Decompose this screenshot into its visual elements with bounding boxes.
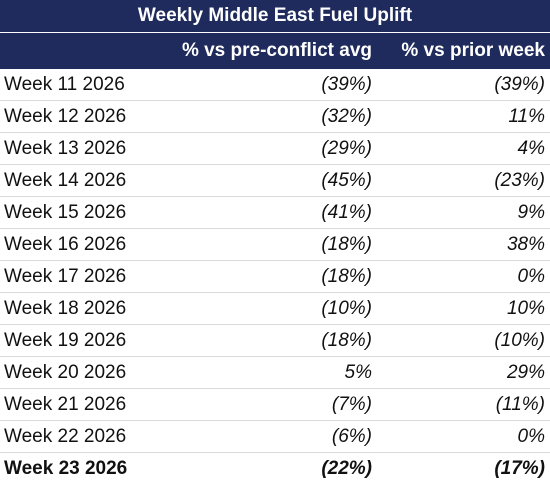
- table-row: Week 16 2026 (18%) 38%: [0, 229, 550, 261]
- table-row: Week 22 2026 (6%) 0%: [0, 421, 550, 453]
- value-cell: (39%): [494, 73, 545, 95]
- value-cell: (7%): [331, 393, 372, 415]
- table-row: Week 19 2026 (18%) (10%): [0, 325, 550, 357]
- table-row: Week 12 2026 (32%) 11%: [0, 101, 550, 133]
- row-label: Week 14 2026: [4, 169, 127, 191]
- table-row: Week 14 2026 (45%) (23%): [0, 165, 550, 197]
- row-label: Week 18 2026: [4, 297, 127, 319]
- value-cell: (22%): [321, 457, 372, 479]
- value-cell: (29%): [321, 137, 372, 159]
- value-cell: (11%): [495, 393, 545, 415]
- table-row: Week 13 2026 (29%) 4%: [0, 133, 550, 165]
- table-row: Week 20 2026 5% 29%: [0, 357, 550, 389]
- table-row: Week 15 2026 (41%) 9%: [0, 197, 550, 229]
- value-cell: 38%: [506, 233, 545, 255]
- table-body: Week 11 2026 (39%) (39%) Week 12 2026 (32%) 1…: [0, 69, 550, 484]
- value-cell: 5%: [344, 361, 372, 383]
- header-cell: % vs prior week: [401, 40, 545, 61]
- value-cell: (41%): [321, 201, 372, 223]
- value-cell: 10%: [506, 297, 545, 319]
- row-label: Week 15 2026: [4, 201, 127, 223]
- value-cell: (10%): [494, 329, 545, 351]
- table-row: Week 18 2026 (10%) 10%: [0, 293, 550, 325]
- table-row: Week 17 2026 (18%) 0%: [0, 261, 550, 293]
- row-label: Week 19 2026: [4, 329, 127, 351]
- row-label: Week 11 2026: [4, 73, 125, 95]
- value-cell: (18%): [321, 233, 372, 255]
- row-label: Week 16 2026: [4, 233, 127, 255]
- value-cell: 0%: [517, 425, 545, 447]
- row-label: Week 20 2026: [4, 361, 127, 383]
- row-label: Week 22 2026: [4, 425, 127, 447]
- header-cell: % vs pre-conflict avg: [181, 40, 372, 61]
- value-cell: 29%: [506, 361, 545, 383]
- value-cell: (18%): [321, 329, 372, 351]
- value-cell: 11%: [508, 105, 545, 127]
- value-cell: (39%): [321, 73, 372, 95]
- value-cell: 0%: [517, 265, 545, 287]
- value-cell: 4%: [517, 137, 545, 159]
- row-label: Week 21 2026: [4, 393, 127, 415]
- row-label: Week 12 2026: [4, 105, 127, 127]
- table-title: Weekly Middle East Fuel Uplift: [0, 0, 550, 33]
- row-label: Week 23 2026: [4, 457, 128, 479]
- row-label: Week 17 2026: [4, 265, 127, 287]
- table-row: Week 11 2026 (39%) (39%): [0, 69, 550, 101]
- header-row: % vs pre-conflict avg % vs prior week: [0, 33, 550, 69]
- table-row: Week 23 2026 (22%) (17%): [0, 453, 550, 484]
- table-row: Week 21 2026 (7%) (11%): [0, 389, 550, 421]
- value-cell: (17%): [494, 457, 545, 479]
- value-cell: (32%): [321, 105, 372, 127]
- value-cell: (45%): [321, 169, 372, 191]
- row-label: Week 13 2026: [4, 137, 127, 159]
- value-cell: (18%): [321, 265, 372, 287]
- value-cell: (10%): [321, 297, 372, 319]
- value-cell: (23%): [494, 169, 545, 191]
- value-cell: 9%: [517, 201, 545, 223]
- value-cell: (6%): [331, 425, 372, 447]
